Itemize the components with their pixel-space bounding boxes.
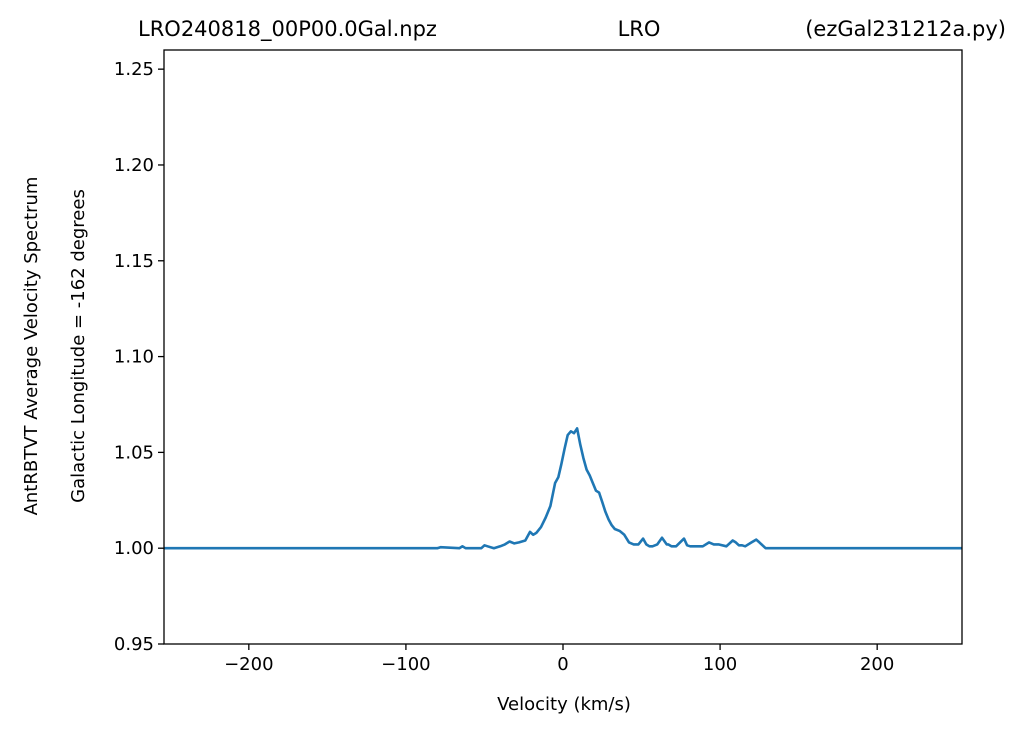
chart-title-left: LRO240818_00P00.0Gal.npz xyxy=(138,17,437,42)
plot-area-frame xyxy=(163,49,963,645)
y-tick-label: 1.20 xyxy=(114,155,154,176)
x-tick-label: −200 xyxy=(224,654,273,675)
ticks: −200 −100 0 100 200 0.95 1.00 1.05 1.10 1.15 1.20 1… xyxy=(114,59,894,675)
x-axis-label: Velocity (km/s) xyxy=(497,694,631,715)
chart-title-right: (ezGal231212a.py) xyxy=(805,17,1006,41)
x-tick-label: 0 xyxy=(557,654,568,675)
y-tick-label: 1.10 xyxy=(114,347,154,368)
series-layer xyxy=(164,427,962,550)
y-axis-label-line1: AntRBTVT Average Velocity Spectrum xyxy=(21,177,42,516)
series-line xyxy=(164,427,962,550)
chart-title-center: LRO xyxy=(618,17,661,41)
x-tick-label: 100 xyxy=(703,654,737,675)
x-tick-label: −100 xyxy=(381,654,430,675)
y-tick-label: 1.00 xyxy=(114,538,154,559)
y-tick-label: 1.25 xyxy=(114,59,154,80)
y-tick-label: 1.05 xyxy=(114,442,154,463)
x-tick-label: 200 xyxy=(860,654,894,675)
y-tick-label: 1.15 xyxy=(114,251,154,272)
y-tick-label: 0.95 xyxy=(114,634,154,655)
y-axis-label-line2: Galactic Longitude = -162 degrees xyxy=(68,189,89,503)
